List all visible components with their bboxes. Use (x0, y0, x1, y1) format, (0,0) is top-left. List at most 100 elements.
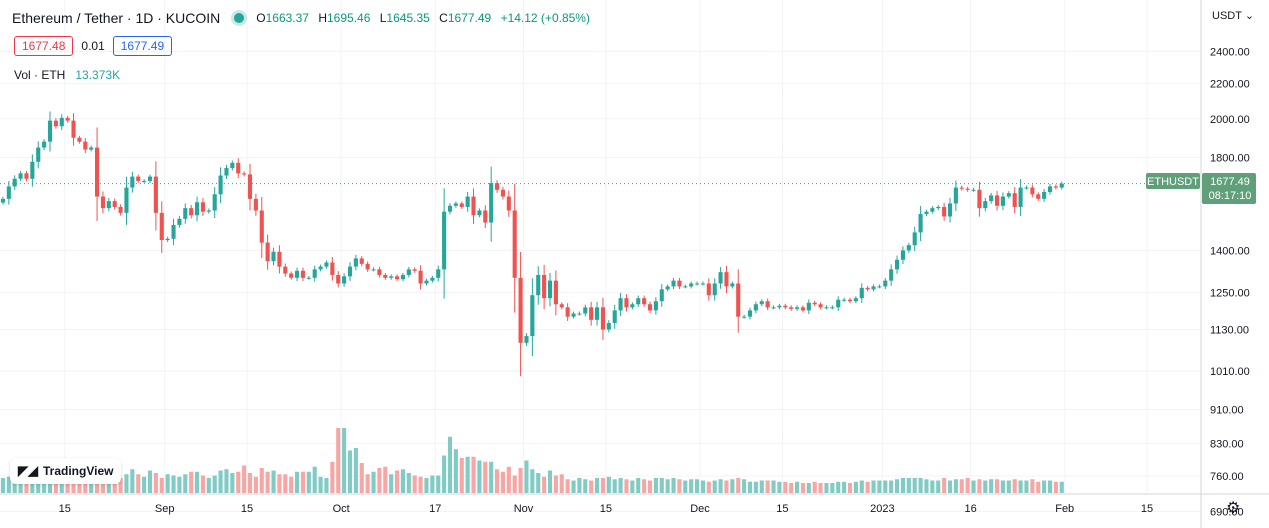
candle-body (883, 280, 888, 287)
candle-body (659, 289, 664, 302)
price-tick-label: 690.00 (1210, 507, 1244, 519)
volume-bar (106, 479, 111, 493)
time-tick-label: 15 (241, 503, 253, 515)
candle-body (324, 262, 329, 267)
candle-body (924, 211, 929, 215)
candle-body (265, 242, 270, 262)
candle-body (689, 283, 694, 287)
candle-body (406, 269, 411, 275)
candle-body (530, 295, 535, 337)
volume-bar (759, 480, 764, 493)
candle-body (712, 283, 717, 296)
sell-price-button[interactable]: 1677.48 (14, 36, 74, 56)
volume-bar (736, 478, 741, 493)
candle-body (483, 210, 488, 223)
volume-bar (524, 460, 529, 493)
symbol-title[interactable]: Ethereum / Tether · 1D · KUCOIN (12, 10, 221, 26)
volume-bar (253, 476, 258, 493)
candle-body (106, 201, 111, 209)
volume-bar (859, 480, 864, 493)
candle-body (1000, 196, 1005, 206)
volume-bar (789, 483, 794, 493)
candle-body (1047, 186, 1053, 193)
price-axis[interactable]: 2400.00 2200.00 2000.00 1800.00 1400.00 1250.… (1210, 46, 1250, 518)
volume-bar (659, 478, 664, 493)
volume-bar (771, 480, 776, 493)
volume-bar (653, 478, 658, 493)
volume-bar (606, 476, 611, 493)
volume-bars (0, 428, 1064, 493)
volume-bar (677, 479, 682, 493)
candle-body (930, 208, 935, 212)
candle-body (0, 198, 6, 203)
candle-body (253, 198, 258, 211)
volume-bar (300, 471, 305, 493)
candle-body (842, 299, 847, 301)
tradingview-logo[interactable]: ◤◢ TradingView (10, 458, 122, 484)
volume-bar (647, 480, 653, 493)
volume-bar (589, 480, 594, 493)
volume-bar (477, 460, 482, 493)
price-tag-bg (1202, 173, 1256, 204)
buy-price-button[interactable]: 1677.49 (112, 36, 173, 56)
volume-bar (265, 471, 270, 493)
volume-bar (747, 481, 753, 493)
candle-body (471, 196, 476, 216)
volume-bar (177, 476, 182, 493)
tradingview-logo-text: TradingView (43, 464, 114, 478)
volume-bar (465, 456, 470, 493)
candle-body (1018, 187, 1023, 207)
price-tick-label: 830.00 (1210, 438, 1244, 450)
candle-body (724, 272, 729, 287)
candle-body (853, 298, 858, 302)
volume-bar (159, 478, 164, 493)
volume-bar (718, 479, 723, 493)
low-label: L (379, 11, 387, 25)
candle-body (271, 251, 276, 262)
candle-body (965, 188, 970, 190)
price-tick-label: 1400.00 (1210, 245, 1250, 257)
volume-bar (630, 480, 635, 493)
candle-body (300, 270, 305, 278)
volume-bar (1059, 481, 1064, 493)
candle-body (412, 269, 417, 271)
volume-bar (430, 475, 435, 493)
price-tick-label: 1010.00 (1210, 366, 1250, 378)
volume-bar (395, 470, 400, 493)
volume-bar (195, 471, 200, 493)
volume-bar (1012, 479, 1017, 493)
volume-bar (95, 478, 100, 493)
currency-selector[interactable]: USDT ⌄ (1212, 9, 1254, 22)
candle-body (342, 276, 347, 284)
volume-bar (289, 476, 294, 493)
candle-body (153, 176, 158, 213)
candle-body (12, 178, 17, 187)
candle-body (242, 173, 247, 175)
market-status-icon[interactable] (234, 13, 245, 23)
time-axis[interactable]: 15 Sep 15 Oct 17 Nov 15 Dec 15 2023 16 Feb 15 (59, 503, 1154, 515)
volume-bar (712, 480, 717, 493)
volume-bar (812, 481, 817, 493)
candle-body (630, 304, 635, 308)
candle-body (136, 176, 141, 181)
volume-bar (536, 473, 541, 493)
candle-body (736, 283, 741, 317)
candle-body (42, 141, 47, 148)
chevron-down-icon: ⌄ (1244, 10, 1255, 22)
candle-body (795, 307, 800, 309)
volume-bar (359, 463, 364, 493)
candle-body (800, 307, 805, 311)
candle-body (112, 201, 117, 207)
gear-icon[interactable]: ⚙ (1226, 500, 1241, 517)
volume-bar (295, 471, 300, 493)
volume-bar (230, 473, 235, 493)
candle-body (465, 196, 470, 207)
volume-bar (983, 480, 988, 493)
volume-legend[interactable]: Vol · ETH 13.373K (14, 68, 120, 82)
candle-body (18, 173, 23, 179)
candle-body (818, 304, 823, 308)
price-tag-countdown: 08:17:10 (1209, 190, 1252, 202)
price-tick-label: 1130.00 (1210, 325, 1249, 337)
candle-body (847, 299, 853, 302)
